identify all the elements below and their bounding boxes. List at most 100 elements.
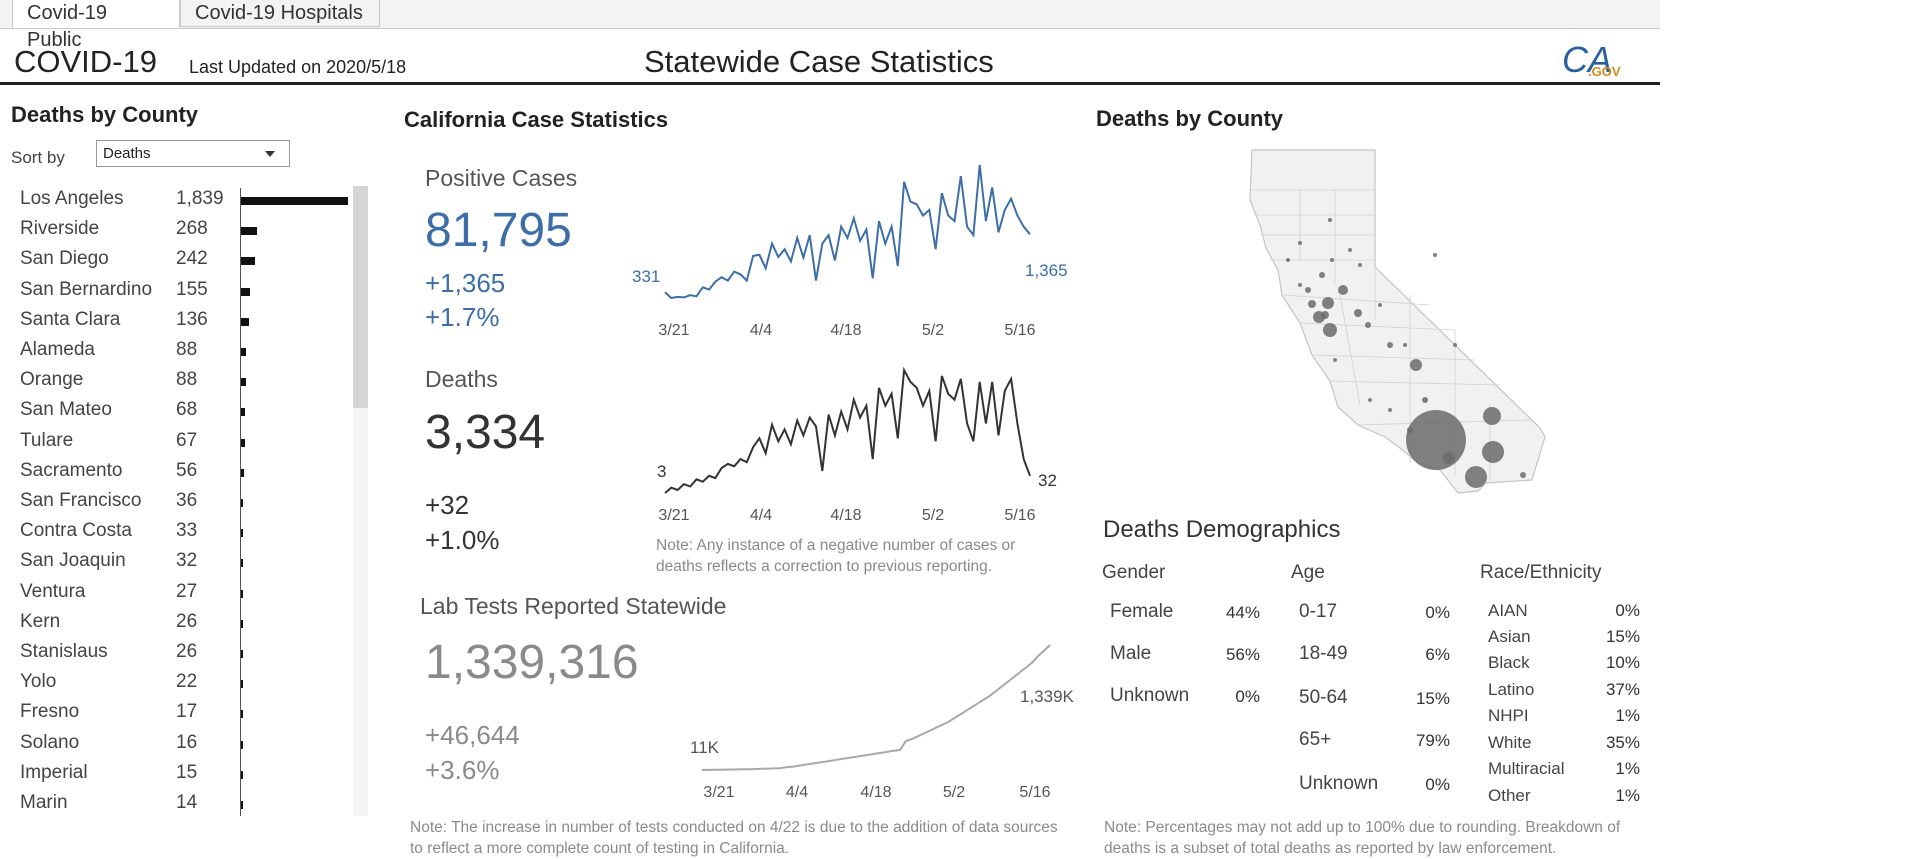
county-bubble-small[interactable] [1378,303,1382,307]
ca-gov-logo[interactable]: CA .GOV [1560,36,1624,80]
county-bubble-stanislaus[interactable] [1365,322,1371,328]
county-bubble-santa-clara[interactable] [1323,323,1337,337]
county-row[interactable]: San Bernardino 155 [0,277,360,307]
county-bubble-san-bernardino[interactable] [1483,407,1501,425]
county-row[interactable]: Santa Clara 136 [0,307,360,337]
county-bubble-small[interactable] [1358,263,1362,267]
county-deaths: 27 [176,580,198,602]
county-row[interactable]: Yolo 22 [0,669,360,699]
county-bubble-small[interactable] [1403,343,1407,347]
age-value: 15% [1415,689,1450,708]
county-bar[interactable] [241,197,348,205]
county-deaths: 56 [176,459,198,481]
county-bar[interactable] [241,227,257,236]
county-bar[interactable] [241,740,243,749]
county-bar[interactable] [241,408,245,417]
county-bar[interactable] [241,650,243,658]
county-bubble-san-francisco[interactable] [1308,300,1316,308]
county-bar[interactable] [241,559,243,568]
county-bubble-los-angeles[interactable] [1406,410,1466,470]
county-bubble-imperial[interactable] [1520,472,1526,478]
county-row[interactable]: Marin 14 [0,790,360,820]
deaths-x-tick: 4/18 [830,507,861,524]
county-bubble-small[interactable] [1348,248,1352,252]
county-name: Tulare [20,429,74,451]
county-bar[interactable] [241,589,243,598]
county-row[interactable]: Ventura 27 [0,579,360,609]
county-row[interactable]: San Diego 242 [0,246,360,276]
county-bubble-marin[interactable] [1298,283,1302,287]
county-bubble-small[interactable] [1286,258,1290,262]
county-bubble-san-joaquin[interactable] [1354,309,1362,317]
county-deaths: 16 [176,731,198,753]
county-row[interactable]: Alameda 88 [0,337,360,367]
county-bubble-fresno[interactable] [1387,342,1393,348]
county-bubble-solano[interactable] [1305,287,1311,293]
county-deaths: 242 [176,248,208,270]
county-bubble-ventura[interactable] [1407,427,1413,433]
county-bar[interactable] [241,378,247,387]
gender-value: 56% [1225,645,1260,664]
county-bar[interactable] [241,468,245,477]
county-bubble-small[interactable] [1333,358,1337,362]
county-bar[interactable] [241,770,243,779]
county-bar[interactable] [241,801,243,809]
age-label: 18-49 [1299,643,1348,664]
deaths-end-label: 32 [1038,471,1057,490]
county-bubble-small[interactable] [1330,258,1334,262]
county-bar[interactable] [241,619,243,628]
county-row[interactable]: San Francisco 36 [0,488,360,518]
california-map[interactable] [1240,145,1560,500]
county-bubble-sacramento[interactable] [1338,285,1348,295]
scrollbar-thumb[interactable] [353,186,368,408]
county-bubble-small[interactable] [1453,343,1457,347]
county-row[interactable]: Stanislaus 26 [0,639,360,669]
demographics-title: Deaths Demographics [1103,516,1341,543]
county-bar[interactable] [241,710,243,719]
county-bar[interactable] [241,499,244,507]
county-bubble-small[interactable] [1433,253,1437,257]
sort-by-dropdown[interactable]: Deaths [96,140,290,167]
county-bar[interactable] [241,317,249,326]
county-bubble-small[interactable] [1368,398,1372,402]
county-row[interactable]: Solano 16 [0,730,360,760]
map-panel-title: Deaths by County [1096,106,1284,131]
county-row[interactable]: Kern 26 [0,609,360,639]
county-bubble-orange[interactable] [1443,452,1455,464]
county-bar[interactable] [241,680,243,689]
county-bubble-small[interactable] [1328,218,1332,222]
county-row[interactable]: Orange 88 [0,367,360,397]
county-row[interactable]: Sacramento 56 [0,458,360,488]
county-bubble-tulare[interactable] [1410,359,1422,371]
positive-cases-label: Positive Cases [425,165,578,191]
race-value: 10% [1605,653,1640,672]
county-bar[interactable] [241,529,243,538]
county-deaths: 17 [176,701,198,723]
county-bubble-small[interactable] [1298,241,1302,245]
positive-cases-x-tick: 5/2 [922,322,944,339]
county-bubble-yolo[interactable] [1319,272,1325,278]
county-bubble-contra-costa[interactable] [1321,311,1329,319]
county-row[interactable]: Fresno 17 [0,699,360,729]
county-row[interactable]: Riverside 268 [0,216,360,246]
tab-covid19-public[interactable]: Covid-19 Public [12,0,180,51]
county-row[interactable]: San Joaquin 32 [0,548,360,578]
gender-label: Unknown [1110,685,1190,706]
county-row[interactable]: Tulare 67 [0,428,360,458]
county-bar[interactable] [241,348,247,356]
county-row[interactable]: Los Angeles 1,839 [0,186,360,216]
county-bubble-kern[interactable] [1422,397,1428,403]
county-bubble-riverside[interactable] [1482,441,1504,463]
county-bubble-small[interactable] [1388,408,1392,412]
sort-by-value: Deaths [103,145,151,162]
county-row[interactable]: Contra Costa 33 [0,518,360,548]
deaths-pct: +1.0% [425,525,500,555]
county-bubble-alameda[interactable] [1322,297,1334,309]
county-bar[interactable] [241,287,251,296]
county-bubble-san-diego[interactable] [1465,466,1487,488]
tab-covid19-hospitals[interactable]: Covid-19 Hospitals [180,0,380,27]
county-row[interactable]: San Mateo 68 [0,397,360,427]
county-bar[interactable] [241,257,256,266]
county-bar[interactable] [241,438,245,447]
county-row[interactable]: Imperial 15 [0,760,360,790]
